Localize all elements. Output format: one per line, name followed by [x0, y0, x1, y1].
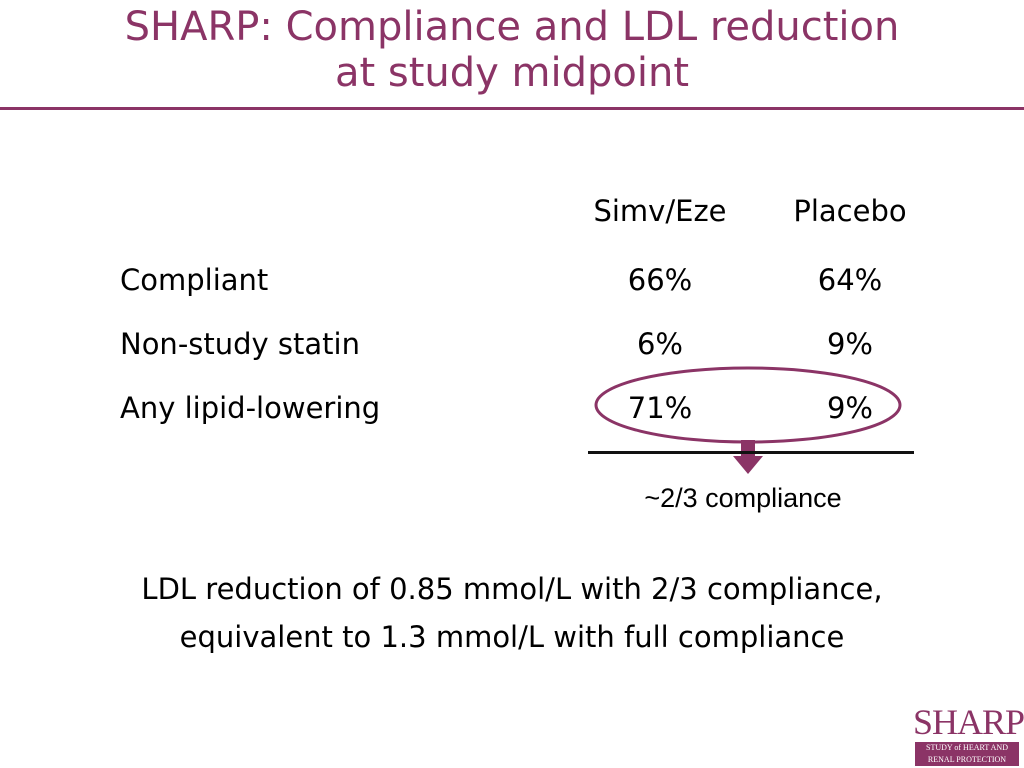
- title-underline: [0, 107, 1024, 110]
- cell-any-lipid-lowering-placebo: 9%: [826, 391, 873, 425]
- sharp-logo-band: STUDY of HEART AND RENAL PROTECTION: [915, 742, 1019, 766]
- arrow-head-icon: [733, 456, 763, 474]
- ldl-summary-line2: equivalent to 1.3 mmol/L with full compl…: [179, 620, 845, 654]
- row-label-any-lipid-lowering: Any lipid-lowering: [120, 391, 381, 425]
- row-label-compliant: Compliant: [120, 263, 269, 297]
- column-header-placebo: Placebo: [793, 194, 907, 228]
- cell-compliant-placebo: 64%: [817, 263, 883, 297]
- summary-divider: [588, 451, 914, 454]
- cell-any-lipid-lowering-simv-eze: 71%: [627, 391, 693, 425]
- slide-title: SHARP: Compliance and LDL reduction at s…: [0, 4, 1024, 96]
- compliance-annotation: ~2/3 compliance: [644, 483, 842, 513]
- ldl-summary: LDL reduction of 0.85 mmol/L with 2/3 co…: [0, 565, 1024, 661]
- column-header-simv-eze: Simv/Eze: [593, 194, 727, 228]
- ldl-summary-line1: LDL reduction of 0.85 mmol/L with 2/3 co…: [141, 572, 883, 606]
- cell-non-study-statin-placebo: 9%: [826, 327, 873, 361]
- sharp-logo-band-line1: STUDY of HEART AND: [926, 743, 1008, 752]
- row-label-non-study-statin: Non-study statin: [120, 327, 360, 361]
- arrow-shaft: [741, 440, 755, 458]
- sharp-logo: SHARP STUDY of HEART AND RENAL PROTECTIO…: [913, 702, 1024, 766]
- highlight-ellipse: [594, 366, 902, 444]
- sharp-logo-word: SHARP: [913, 702, 1024, 742]
- slide-title-line1: SHARP: Compliance and LDL reduction: [124, 4, 900, 50]
- sharp-logo-band-line2: RENAL PROTECTION: [927, 755, 1007, 764]
- slide-title-line2: at study midpoint: [334, 50, 690, 96]
- cell-non-study-statin-simv-eze: 6%: [636, 327, 683, 361]
- cell-compliant-simv-eze: 66%: [627, 263, 693, 297]
